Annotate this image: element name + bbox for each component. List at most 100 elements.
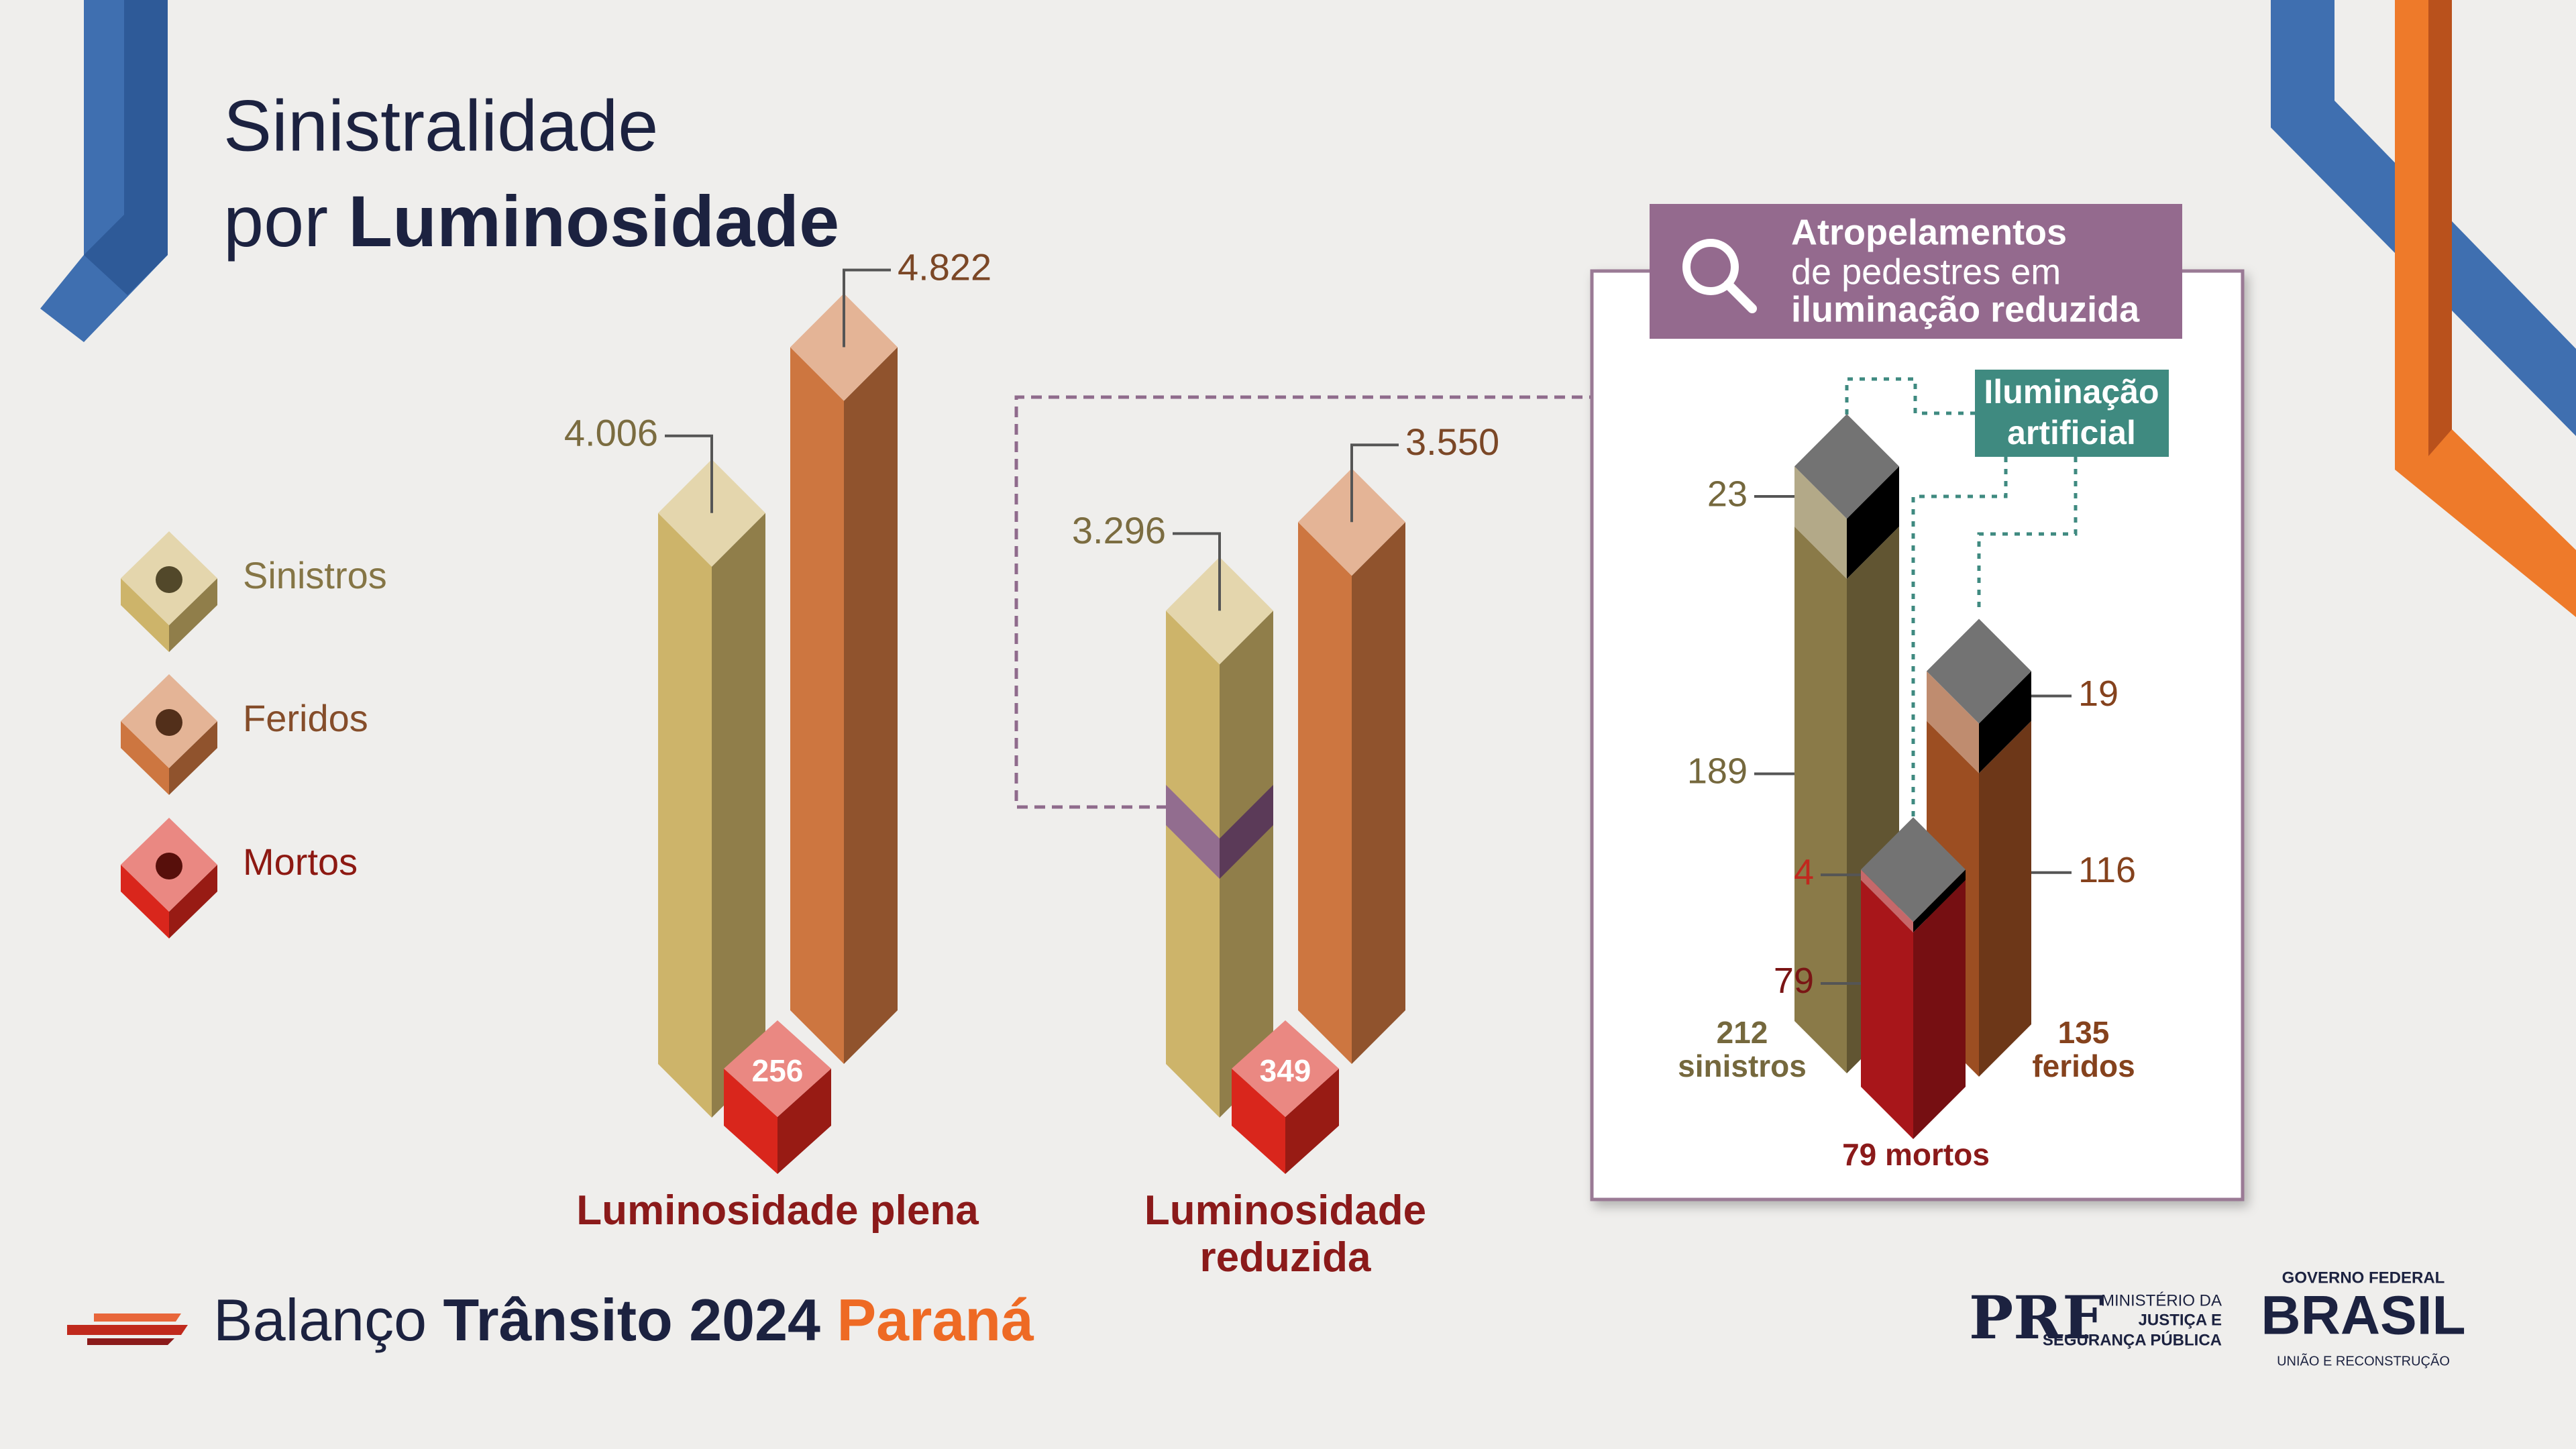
face-top [1794,414,1899,519]
bar-segment [1794,414,1899,579]
total-label: 79 mortos [1842,1137,1990,1172]
face-left [724,1069,777,1174]
title-line2: por Luminosidade [223,180,839,262]
face-left [1794,466,1847,579]
bar [1298,468,1405,1064]
legend-label: Sinistros [243,554,387,596]
inset-title: iluminação reduzida [1791,289,2140,329]
face-right [1352,522,1405,1064]
inset-title: Atropelamentos [1791,212,2067,252]
face-left [121,721,169,795]
segment-label: 116 [2078,850,2136,890]
face-left [790,347,844,1064]
legend-symbol [156,566,182,593]
bar [790,293,898,1064]
legend-symbol [156,853,182,879]
face-right [844,347,898,1064]
bar-segment [1861,817,1966,932]
legend-label: Feridos [243,697,368,739]
total-value: 212 [1717,1015,1768,1050]
brand-bold: Trânsito 2024 [443,1287,820,1353]
total-unit: feridos [2032,1049,2135,1083]
bar [1166,557,1273,1118]
cube [1232,1020,1339,1174]
category-label: Luminosidade plena [576,1187,979,1234]
face-top [724,1020,831,1117]
segment-label: 189 [1687,751,1748,792]
face-left [1232,1069,1285,1174]
legend-label: Mortos [243,841,358,883]
face-left [1298,522,1352,1064]
face-right [1220,610,1273,1118]
face-right [1979,720,2031,1077]
legend-icon [121,531,217,652]
value-label: 4.006 [564,412,658,454]
gov-main: BRASIL [2261,1285,2465,1346]
footer-brand: Balanço Trânsito 2024 Paraná [213,1287,1034,1353]
highlight-band [1220,785,1273,879]
tag-label: Iluminação [1984,373,2159,411]
bar-segment [1927,619,2031,773]
face-left [1861,879,1913,1139]
value-label: 3.296 [1072,509,1166,551]
face-right [1847,466,1899,579]
ministry: JUSTIÇA E [2139,1311,2222,1329]
segment-label: 19 [2078,674,2118,714]
total-unit: mortos [1885,1137,1990,1172]
value-label: 3.550 [1405,421,1499,463]
brand-region: Paraná [837,1287,1034,1353]
leader-line [1350,443,1399,523]
segment-label: 23 [1707,474,1748,514]
title-light: por [223,180,328,262]
title-bold: Luminosidade [348,180,839,262]
leader-line [843,268,891,347]
face-right [1913,869,1966,932]
category-label: Luminosidade reduzida [1144,1187,1427,1281]
face-left [121,865,169,938]
ministry: SEGURANÇA PÚBLICA [2043,1330,2222,1349]
face-right [1979,671,2031,773]
face-right [169,865,217,938]
total-value: 79 [1842,1137,1876,1172]
gov-top: GOVERNO FEDERAL [2282,1269,2445,1287]
leader-line [665,434,713,513]
inset-title: de pedestres em [1791,252,2061,292]
face-left [1166,610,1220,1118]
face-right [169,721,217,795]
leader-line [1173,532,1221,611]
segment-label: 79 [1774,961,1814,1001]
total-unit: sinistros [1678,1049,1807,1083]
gov-bottom: UNIÃO E RECONSTRUÇÃO [2277,1352,2450,1368]
value-label: 256 [752,1053,804,1088]
legend-symbol [156,709,182,736]
prf-logo: PRF [1969,1283,2104,1352]
value-label: 349 [1260,1053,1311,1088]
title-line1: Sinistralidade [223,85,658,166]
legend-icon [121,818,217,938]
face-top [1232,1020,1339,1117]
face-right [712,513,765,1118]
segment-label: 4 [1794,852,1814,892]
face-right [777,1069,831,1174]
face-left [1927,671,1979,773]
highlight-band [1166,785,1220,879]
legend-icon [121,674,217,795]
face-top [1861,817,1966,922]
face-right [1913,879,1966,1139]
face-left [1861,869,1913,932]
brand-light: Balanço [213,1287,427,1353]
cube [724,1020,831,1174]
face-left [658,513,712,1118]
bar-segment [1861,879,1966,1139]
tag-label: artificial [2007,414,2136,451]
total-value: 135 [2058,1015,2110,1050]
face-top [1927,619,2031,724]
bar [658,459,765,1118]
ministry: MINISTÉRIO DA [2101,1291,2222,1309]
face-right [169,578,217,652]
value-label: 4.822 [898,246,991,288]
face-left [121,578,169,652]
face-left [1794,526,1847,1073]
